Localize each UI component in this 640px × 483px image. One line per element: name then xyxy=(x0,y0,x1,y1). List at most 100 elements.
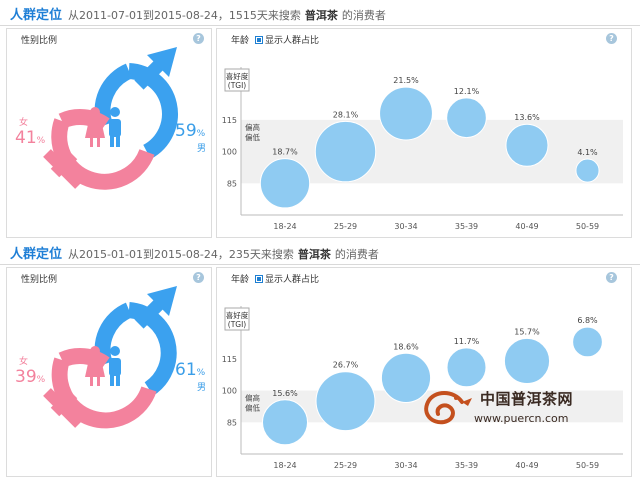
y-axis-label-unit: (TGI) xyxy=(228,81,247,90)
gender-panel-title: 性别比例 xyxy=(21,36,58,46)
gender-donut xyxy=(43,286,177,429)
band-label-low: 偏低 xyxy=(245,132,260,142)
age-bubble-18-24 xyxy=(259,158,311,209)
male-label: 男 xyxy=(197,383,207,393)
watermark-url: www.puercn.com xyxy=(474,412,569,425)
bubble-share-label: 28.1% xyxy=(333,110,359,119)
section-header: 人群定位 从2011-07-01到2015-08-24，1515天来搜索 普洱茶 的消… xyxy=(0,6,640,26)
show-ratio-checkbox[interactable] xyxy=(255,275,264,283)
band-label-high: 偏高 xyxy=(245,122,260,132)
age-bubble-30-34 xyxy=(380,352,432,403)
x-tick-label: 25-29 xyxy=(334,461,357,470)
x-tick-label: 18-24 xyxy=(273,222,296,231)
x-tick-label: 35-39 xyxy=(455,461,478,470)
age-bubble-35-39 xyxy=(446,347,487,388)
band-label-high: 偏高 xyxy=(245,393,260,403)
age-bubble-40-49 xyxy=(505,123,549,167)
section-1: 人群定位 从2011-07-01到2015-08-24，1515天来搜索 普洱茶 的消… xyxy=(0,6,640,238)
x-tick-label: 50-59 xyxy=(576,461,599,470)
x-tick-label: 35-39 xyxy=(455,222,478,231)
y-tick-label: 115 xyxy=(222,116,237,125)
male-figure-icon xyxy=(109,346,121,386)
female-value: 41 xyxy=(15,128,37,148)
male-share: 61% 男 xyxy=(175,360,206,393)
female-figure-icon xyxy=(85,346,105,386)
y-tick-label: 100 xyxy=(222,387,237,396)
bubble-share-label: 11.7% xyxy=(454,337,480,346)
x-tick-label: 40-49 xyxy=(515,222,538,231)
age-bubble-40-49 xyxy=(503,337,551,385)
female-value: 39 xyxy=(15,367,37,387)
female-unit: % xyxy=(36,136,46,146)
female-unit: % xyxy=(36,375,46,385)
search-keyword: 普洱茶 xyxy=(304,9,338,22)
female-label: 女 xyxy=(19,357,29,367)
section-title: 人群定位 xyxy=(10,247,63,262)
bubble-share-label: 12.1% xyxy=(454,87,480,96)
male-unit: % xyxy=(196,368,206,378)
female-share: 女 39% xyxy=(15,354,45,387)
search-keyword: 普洱茶 xyxy=(297,248,331,261)
age-bubble-25-29 xyxy=(315,371,376,432)
age-panel-title: 年龄 xyxy=(231,275,250,285)
y-axis-label-box xyxy=(224,307,250,331)
y-tick-label: 115 xyxy=(222,355,237,364)
age-bubble-25-29 xyxy=(314,120,377,183)
female-symbol xyxy=(43,109,155,190)
bubble-share-label: 21.5% xyxy=(393,76,419,85)
x-tick-label: 18-24 xyxy=(273,461,296,470)
show-ratio-checkbox[interactable] xyxy=(255,36,264,44)
male-label: 男 xyxy=(197,144,207,154)
age-bubble-35-39 xyxy=(446,97,487,139)
bubble-share-label: 18.7% xyxy=(272,148,298,157)
age-bubble-50-59 xyxy=(572,326,603,358)
female-figure-icon xyxy=(85,107,105,147)
section-subtitle-suffix: 的消费者 xyxy=(341,9,386,22)
age-panel-header: 年龄 显示人群占比 xyxy=(231,33,319,46)
x-tick-label: 25-29 xyxy=(334,222,357,231)
band-label-low: 偏低 xyxy=(245,403,260,413)
gender-panel: 性别比例 ? xyxy=(6,267,212,477)
male-share: 59% 男 xyxy=(175,121,206,154)
bubble-share-label: 6.8% xyxy=(577,316,598,325)
x-tick-label: 30-34 xyxy=(394,222,417,231)
male-value: 61 xyxy=(175,360,197,380)
female-share: 女 41% xyxy=(15,115,45,148)
show-ratio-label[interactable]: 显示人群占比 xyxy=(265,36,320,46)
y-axis-label: 喜好度 xyxy=(226,310,249,320)
show-ratio-label[interactable]: 显示人群占比 xyxy=(265,275,320,285)
section-subtitle: 从2011-07-01到2015-08-24，1515天来搜索 xyxy=(68,9,301,22)
age-panel-header: 年龄 显示人群占比 xyxy=(231,272,319,285)
help-icon[interactable]: ? xyxy=(193,272,204,283)
site-watermark: 中国普洱茶网 www.puercn.com xyxy=(418,384,608,434)
section-subtitle: 从2015-01-01到2015-08-24，235天来搜索 xyxy=(68,248,294,261)
watermark-name: 中国普洱茶网 xyxy=(480,390,574,408)
y-axis-label: 喜好度 xyxy=(226,71,249,81)
section-2: 人群定位 从2015-01-01到2015-08-24，235天来搜索 普洱茶 的消费… xyxy=(0,245,640,483)
age-panel: 年龄 显示人群占比 ? 喜好度 (TGI) 85 100 115 偏高 偏低 18.7% 18-2… xyxy=(216,28,632,238)
bubble-share-label: 4.1% xyxy=(577,148,598,157)
age-panel-title: 年龄 xyxy=(231,36,250,46)
gender-donut xyxy=(43,47,178,190)
section-header: 人群定位 从2015-01-01到2015-08-24，235天来搜索 普洱茶 的消费… xyxy=(0,245,640,265)
help-icon[interactable]: ? xyxy=(606,272,617,283)
section-subtitle-suffix: 的消费者 xyxy=(334,248,379,261)
help-icon[interactable]: ? xyxy=(193,33,204,44)
bubble-share-label: 15.7% xyxy=(514,327,540,336)
male-unit: % xyxy=(196,129,206,139)
male-value: 59 xyxy=(175,121,197,141)
age-panel: 年龄 显示人群占比 ? 喜好度 (TGI) 85 100 115 偏高 偏低 15.6% 18-2… xyxy=(216,267,632,477)
y-tick-label: 85 xyxy=(227,418,237,427)
gender-panel-title: 性别比例 xyxy=(21,275,58,285)
x-tick-label: 50-59 xyxy=(576,222,599,231)
y-tick-label: 100 xyxy=(222,148,237,157)
x-tick-label: 40-49 xyxy=(515,461,538,470)
gender-panel: 性别比例 ? xyxy=(6,28,212,238)
y-axis-label-unit: (TGI) xyxy=(228,320,247,329)
help-icon[interactable]: ? xyxy=(606,33,617,44)
bubble-share-label: 26.7% xyxy=(333,361,359,370)
male-figure-icon xyxy=(109,107,121,147)
section-title: 人群定位 xyxy=(10,8,63,23)
